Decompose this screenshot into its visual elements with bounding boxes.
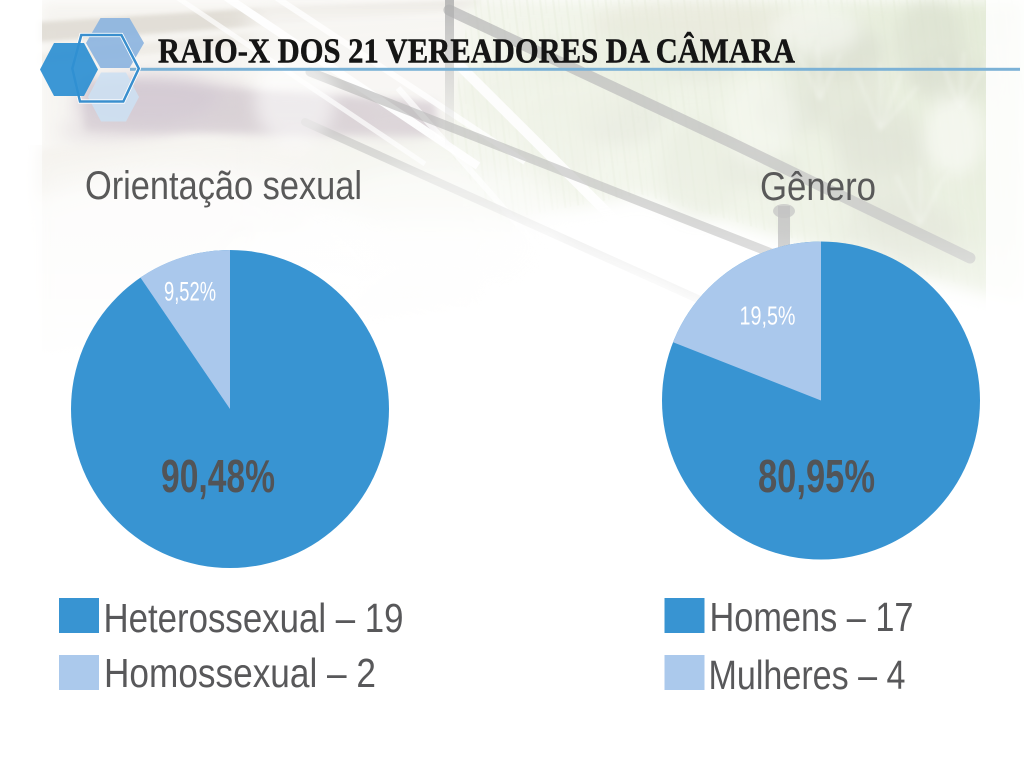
svg-text:19,5%: 19,5% (740, 301, 796, 331)
svg-text:90,48%: 90,48% (161, 450, 275, 502)
svg-text:Mulheres – 4: Mulheres – 4 (709, 652, 906, 698)
svg-text:Homens – 17: Homens – 17 (710, 594, 914, 640)
svg-text:Gênero: Gênero (760, 165, 876, 209)
svg-text:9,52%: 9,52% (164, 277, 216, 307)
svg-text:RAIO-X DOS 21 VEREADORES DA CÂ: RAIO-X DOS 21 VEREADORES DA CÂMARA (158, 33, 795, 71)
svg-text:Homossexual – 2: Homossexual – 2 (104, 650, 376, 696)
svg-text:80,95%: 80,95% (758, 450, 875, 502)
svg-text:Heterossexual – 19: Heterossexual – 19 (104, 595, 404, 641)
svg-text:Orientação sexual: Orientação sexual (85, 164, 362, 208)
